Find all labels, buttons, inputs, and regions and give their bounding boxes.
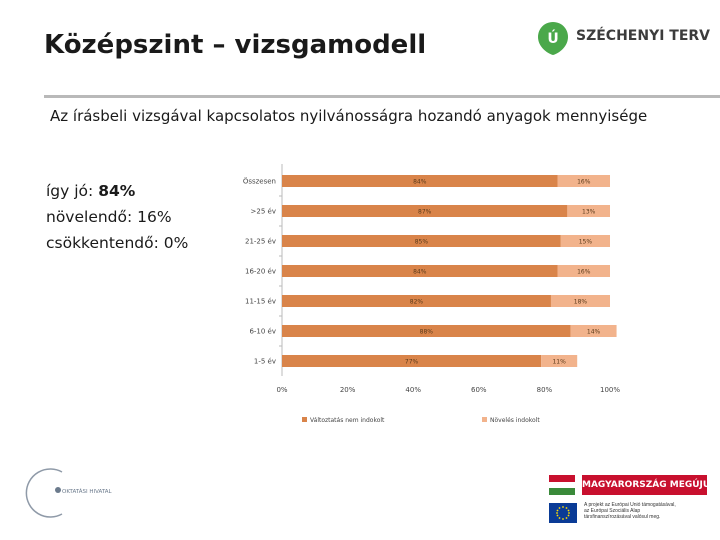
bar-not-justified	[282, 175, 558, 187]
summary-line-1-value: 84%	[98, 182, 136, 200]
x-tick-label: 80%	[537, 386, 553, 394]
category-label: Összesen	[243, 177, 276, 186]
bar-not-justified	[282, 205, 568, 217]
x-tick-label: 0%	[276, 386, 287, 394]
bar-not-justified	[282, 355, 542, 367]
category-label: 11-15 év	[245, 298, 276, 306]
eu-note-line-1: A projekt az Európai Unió támogatásával,	[584, 502, 676, 508]
oktatasi-hivatal-logo: OKTATÁSI HIVATAL	[22, 468, 172, 518]
bar-increase	[567, 205, 610, 217]
hungarian-flag-icon	[549, 475, 575, 495]
szechenyi-logo-icon: Ú	[538, 22, 568, 55]
eu-note-line-2: az Európai Szociális Alap	[584, 508, 641, 514]
category-label: 1-5 év	[254, 358, 276, 366]
eu-flag-icon	[549, 503, 577, 523]
bar-not-justified	[282, 325, 571, 337]
bar-not-justified	[282, 235, 561, 247]
legend-label: Növelés indokolt	[490, 417, 540, 424]
x-tick-label: 40%	[405, 386, 421, 394]
data-label: 88%	[420, 329, 434, 336]
data-label: 82%	[410, 299, 424, 306]
data-label: 14%	[587, 329, 601, 336]
eu-note-line-3: társfinanszírozásával valósul meg.	[584, 514, 661, 520]
bar-not-justified	[282, 265, 558, 277]
category-label: >25 év	[251, 208, 276, 216]
data-label: 11%	[552, 359, 566, 366]
eu-funding-note: A projekt az Európai Unió támogatásával,…	[584, 502, 714, 520]
data-label: 85%	[415, 239, 429, 246]
legend-swatch	[302, 417, 307, 422]
x-tick-label: 60%	[471, 386, 487, 394]
logo-letter: Ú	[547, 29, 558, 47]
bar-increase	[550, 295, 610, 307]
bar-increase	[541, 355, 578, 367]
bar-increase	[557, 175, 610, 187]
category-label: 6-10 év	[249, 328, 276, 336]
summary-line-2: növelendő: 16%	[46, 208, 172, 226]
data-label: 13%	[582, 209, 596, 216]
page-title: Középszint – vizsgamodell	[44, 30, 427, 60]
category-label: 21-25 év	[245, 238, 276, 246]
data-label: 87%	[418, 209, 432, 216]
legend-label: Változtatás nem indokolt	[310, 417, 385, 424]
summary-line-3: csökkentendő: 0%	[46, 234, 189, 252]
bar-increase	[560, 235, 610, 247]
data-label: 84%	[413, 269, 427, 276]
bar-increase	[557, 265, 610, 277]
summary-line-1-label: így jó:	[46, 182, 94, 200]
brand-name: SZÉCHENYI TERV	[576, 28, 711, 44]
title-divider	[44, 95, 720, 98]
stacked-bar-chart: Összesen 84% 16% >25 év 87% 13% 21-25 év 85% 15%…	[243, 164, 620, 424]
data-label: 16%	[577, 269, 591, 276]
bar-increase	[570, 325, 617, 337]
magyarorszag-megujul-banner: MAGYARORSZÁG MEGÚJUL	[582, 475, 716, 495]
bar-not-justified	[282, 295, 551, 307]
org-name: OKTATÁSI HIVATAL	[62, 488, 113, 495]
data-label: 84%	[413, 179, 427, 186]
data-label: 77%	[405, 359, 419, 366]
x-tick-label: 20%	[340, 386, 356, 394]
chart-subtitle: Az írásbeli vizsgával kapcsolatos nyilvá…	[50, 107, 648, 125]
org-emblem-icon: OKTATÁSI HIVATAL	[25, 468, 113, 518]
legend-swatch	[482, 417, 487, 422]
x-tick-label: 100%	[600, 386, 620, 394]
data-label: 16%	[577, 179, 591, 186]
data-label: 18%	[574, 299, 588, 306]
data-label: 15%	[579, 239, 593, 246]
szechenyi-logo: Ú SZÉCHENYI TERV	[536, 20, 710, 56]
summary-block: így jó: 84% növelendő: 16% csökkentendő:…	[46, 178, 188, 256]
summary-line-1: így jó: 84%	[46, 178, 188, 204]
category-label: 16-20 év	[245, 268, 276, 276]
